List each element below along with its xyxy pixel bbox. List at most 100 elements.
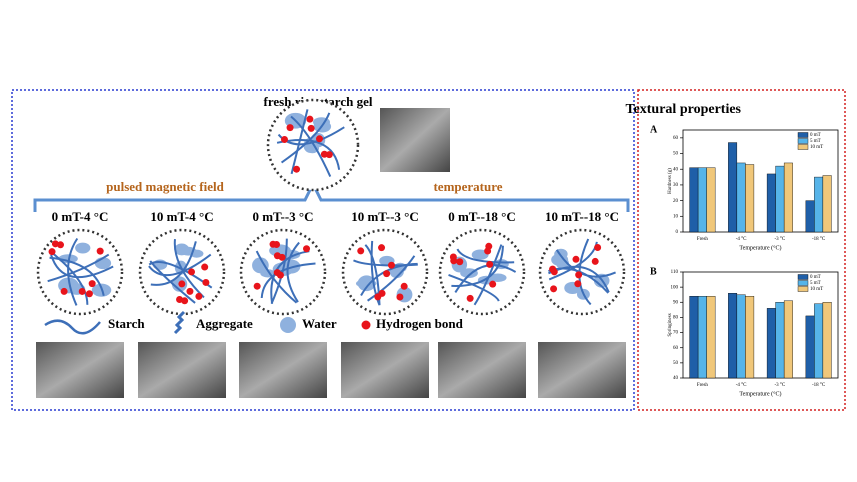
hbond-icon xyxy=(456,258,464,266)
starch-icon xyxy=(448,274,500,302)
hbond-icon xyxy=(293,165,301,173)
y-tick-label: 30 xyxy=(673,183,679,188)
x-axis-label: Temperature (°C) xyxy=(739,390,781,397)
hbond-icon xyxy=(306,115,314,123)
water-icon xyxy=(280,317,296,333)
legend-swatch xyxy=(797,274,809,280)
starch-icon xyxy=(290,109,309,175)
plot-frame xyxy=(682,271,839,379)
bar xyxy=(706,296,716,379)
bar xyxy=(822,302,832,379)
starch-icon xyxy=(280,112,331,164)
condition-label: 0 mT--18 °C xyxy=(448,209,516,224)
bar xyxy=(775,165,785,233)
bar xyxy=(736,162,746,233)
starch-icon xyxy=(67,237,79,306)
gel-circle xyxy=(438,228,526,316)
right-panel-border xyxy=(637,89,846,411)
hbond-icon xyxy=(594,244,602,252)
legend-label: Water xyxy=(302,316,337,331)
bar xyxy=(745,296,755,379)
starch-icon xyxy=(286,241,300,303)
water-icon xyxy=(252,257,269,274)
panel-title: Textural properties xyxy=(626,102,742,117)
sem-image xyxy=(438,342,526,398)
bar xyxy=(689,167,699,233)
bar xyxy=(689,296,699,379)
hbond-icon xyxy=(96,247,104,255)
bar xyxy=(805,200,815,233)
hbond-icon xyxy=(486,260,494,268)
starch-icon xyxy=(290,115,332,177)
sem-image xyxy=(239,342,327,398)
hbond-icon xyxy=(466,294,474,302)
starch-icon xyxy=(473,244,503,306)
hbond-icon xyxy=(253,282,261,290)
hbond-icon xyxy=(273,252,281,260)
starch-icon xyxy=(150,241,197,286)
x-tick-label: -3 °C xyxy=(775,383,786,388)
bar xyxy=(822,175,832,233)
legend-swatch xyxy=(797,138,809,144)
x-tick-label: Fresh xyxy=(697,383,709,388)
y-tick-label: 110 xyxy=(671,270,679,275)
legend-swatch xyxy=(797,280,809,286)
condition-label: 10 mT--3 °C xyxy=(351,209,419,224)
legend-label: 10 mT xyxy=(810,145,823,150)
hbond-icon xyxy=(449,253,457,261)
hbond-icon xyxy=(281,135,289,143)
sem-image xyxy=(380,108,450,172)
hbond-icon xyxy=(315,135,323,143)
factor-label: temperature xyxy=(433,179,502,194)
hbond-icon xyxy=(60,287,68,295)
hbond-icon xyxy=(276,271,284,279)
water-icon xyxy=(75,242,91,254)
bar xyxy=(775,302,785,379)
sem-image xyxy=(36,342,124,398)
x-tick-label: Fresh xyxy=(697,237,709,242)
y-tick-label: 40 xyxy=(673,376,679,381)
hbond-icon xyxy=(361,320,371,330)
sem-image xyxy=(341,342,429,398)
x-tick-label: -4 °C xyxy=(736,383,747,388)
hbond-icon xyxy=(202,278,210,286)
hbond-icon xyxy=(273,240,281,248)
starch-icon xyxy=(149,260,196,304)
hbond-icon xyxy=(181,297,189,305)
hbond-icon xyxy=(572,255,580,263)
water-icon xyxy=(357,275,376,292)
y-tick-label: 100 xyxy=(671,285,679,290)
bar xyxy=(697,296,707,379)
legend-swatch xyxy=(797,144,809,150)
bar xyxy=(805,315,815,379)
hbond-icon xyxy=(51,240,59,248)
bar xyxy=(814,303,824,379)
x-axis-label: Temperature (°C) xyxy=(739,244,781,251)
hbond-icon xyxy=(575,271,583,279)
starch-icon xyxy=(255,250,298,304)
bar xyxy=(783,162,793,233)
bar xyxy=(706,167,716,233)
legend-swatch xyxy=(797,286,809,292)
legend-label: 0 mT xyxy=(810,133,821,138)
condition-label: 10 mT-4 °C xyxy=(150,209,213,224)
y-tick-label: 0 xyxy=(676,230,679,235)
legend-swatch xyxy=(797,132,809,138)
gel-circle xyxy=(36,228,124,316)
y-tick-label: 50 xyxy=(673,361,679,366)
y-tick-label: 90 xyxy=(673,300,679,305)
y-tick-label: 80 xyxy=(673,316,679,321)
y-tick-label: 60 xyxy=(673,346,679,351)
legend-label: Hydrogen bond xyxy=(376,316,464,331)
hbond-icon xyxy=(85,290,93,298)
y-tick-label: 40 xyxy=(673,167,679,172)
legend-label: 0 mT xyxy=(810,275,821,280)
sem-image xyxy=(538,342,626,398)
condition-label: 0 mT-4 °C xyxy=(52,209,109,224)
hbond-icon xyxy=(357,247,365,255)
aggregate-icon xyxy=(173,310,186,335)
bar xyxy=(736,294,746,379)
y-axis-label: Hardness (g) xyxy=(668,168,673,194)
starch-icon xyxy=(173,239,205,299)
y-tick-label: 50 xyxy=(673,152,679,157)
